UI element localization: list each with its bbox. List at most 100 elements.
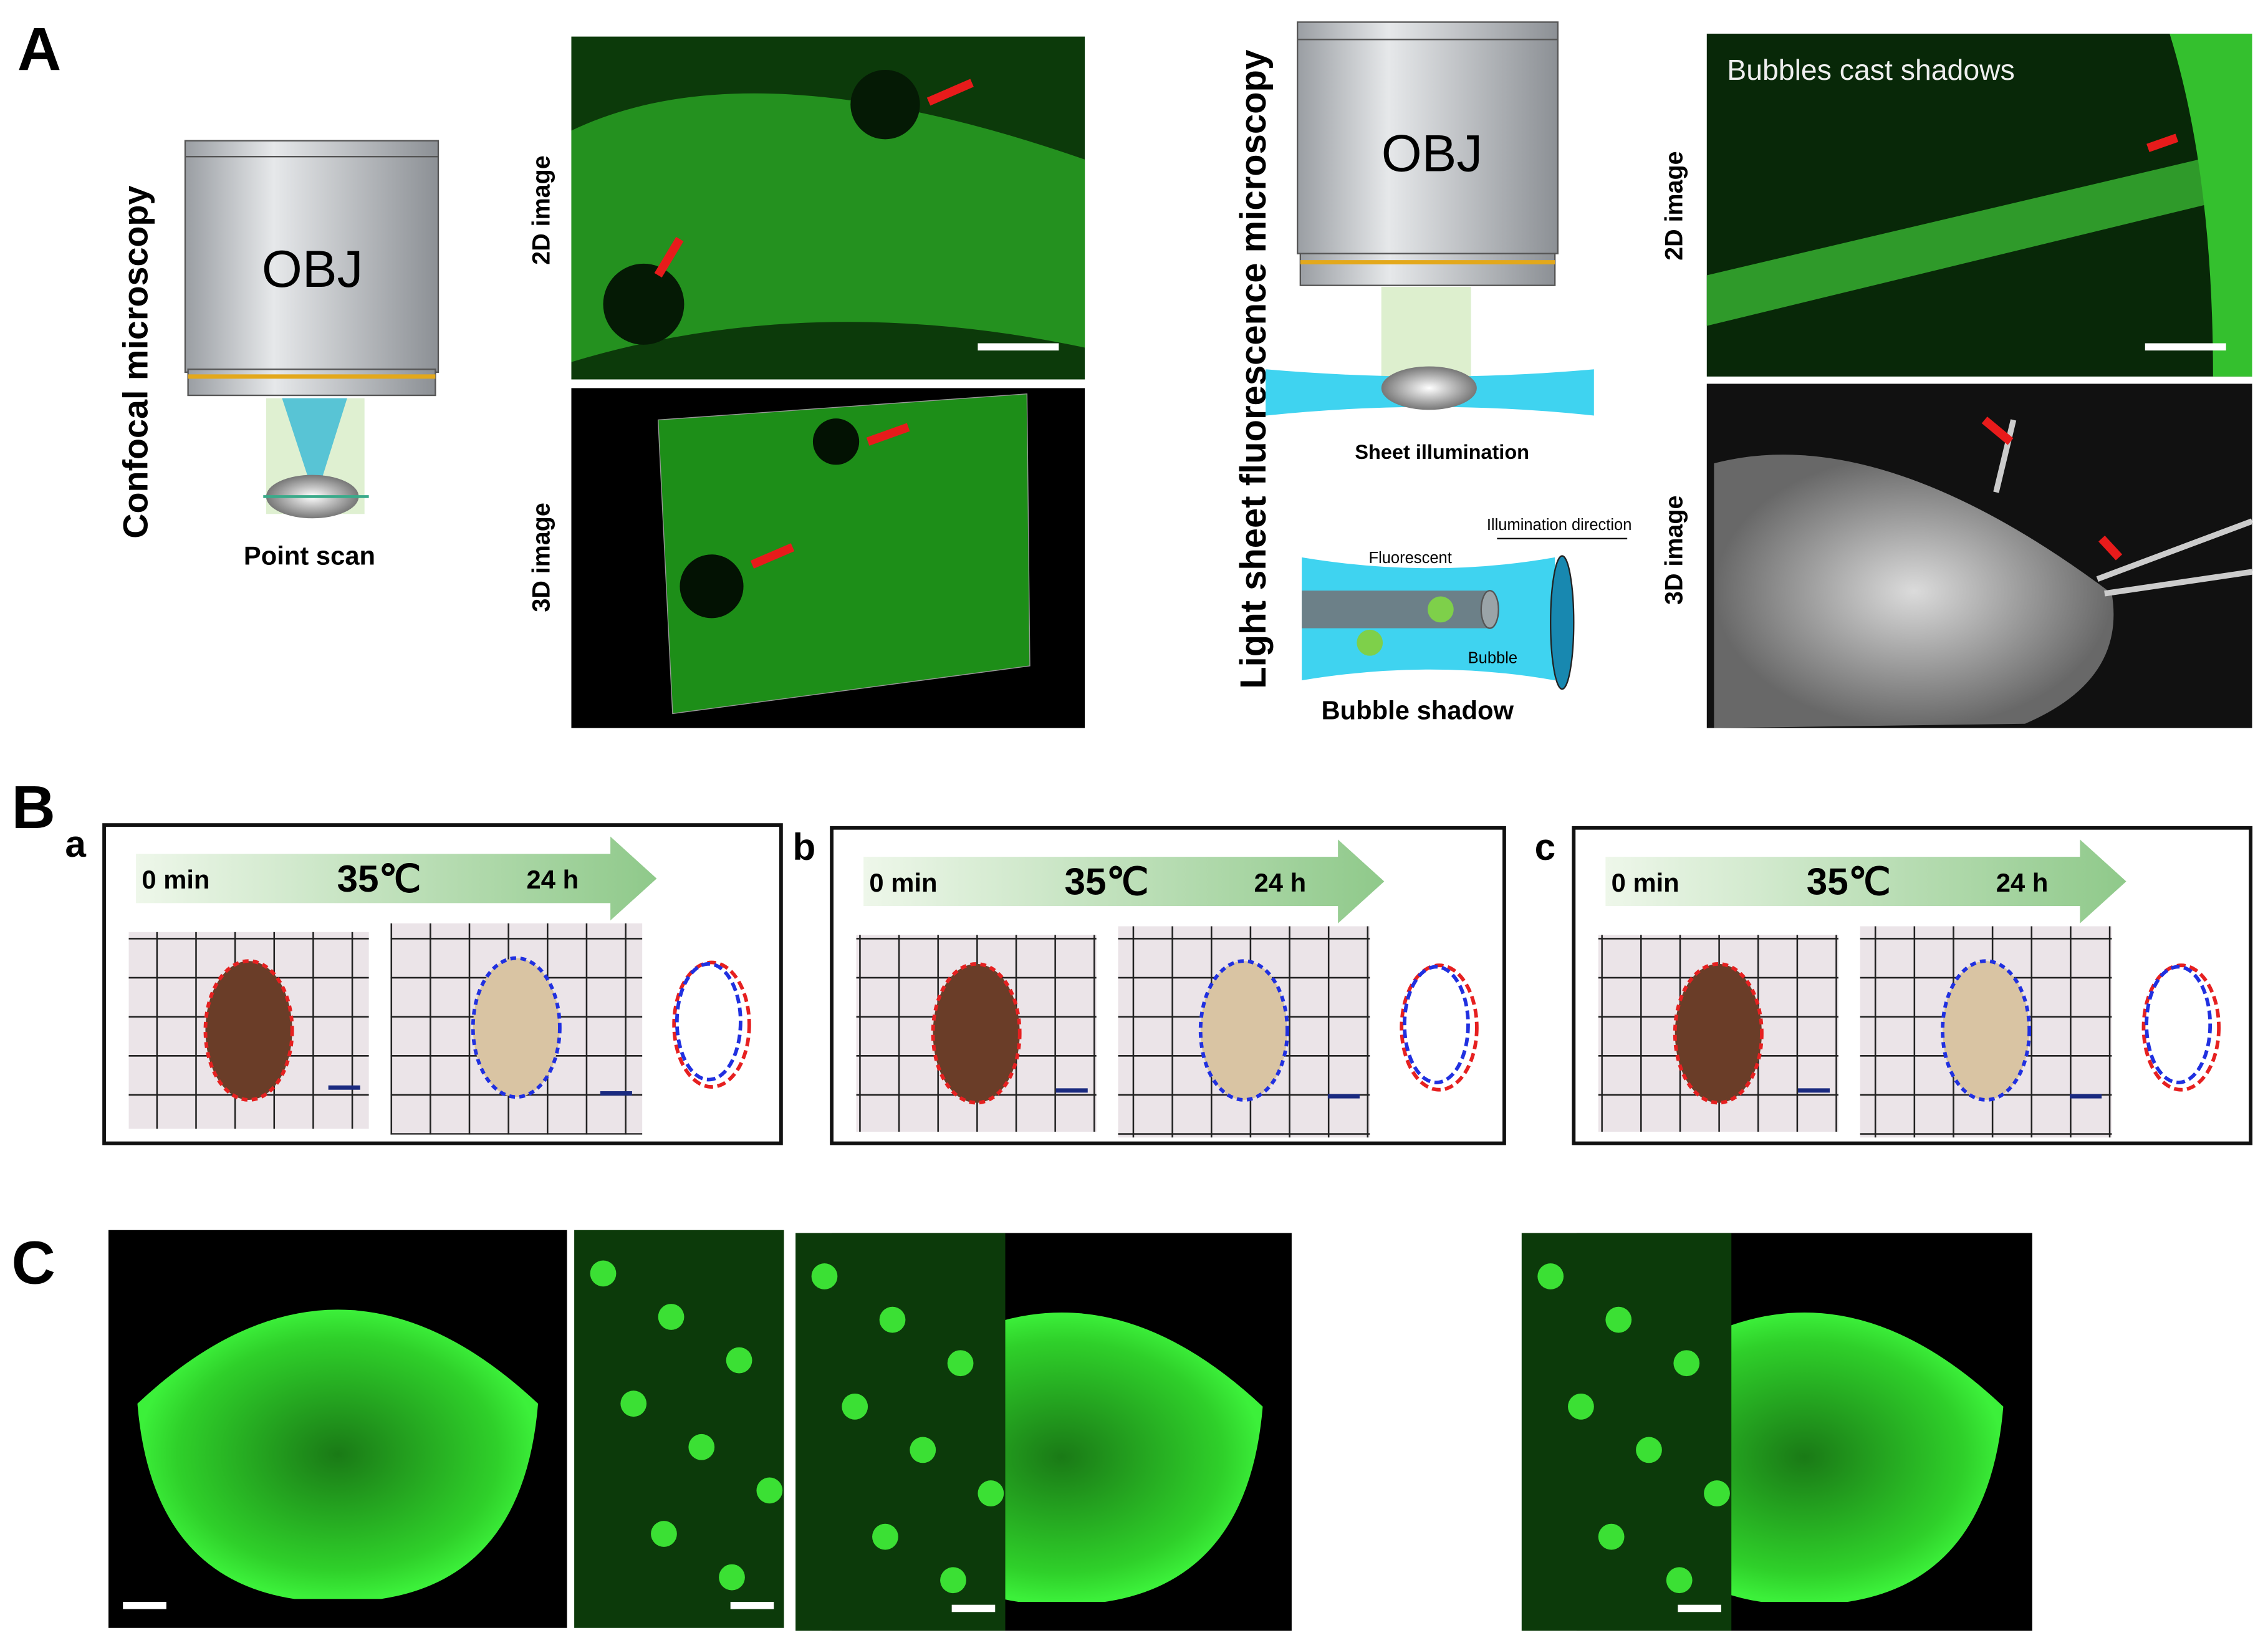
neuron xyxy=(756,1477,783,1504)
neuron xyxy=(726,1347,752,1374)
zoom-micrograph xyxy=(795,1233,1006,1631)
subpanel-frame xyxy=(1572,826,2253,1145)
annotation: Illumination direction xyxy=(1487,516,1632,534)
sample xyxy=(1381,366,1477,410)
time-end: 24 h xyxy=(1254,868,1307,897)
brain-cleared xyxy=(1941,959,2032,1102)
scale-bar xyxy=(1678,1604,1721,1612)
neuron xyxy=(811,1263,838,1289)
neuron xyxy=(1598,1523,1625,1550)
subpanel-frame xyxy=(830,826,1506,1145)
neuron xyxy=(658,1304,685,1330)
outline-fresh xyxy=(672,960,751,1089)
outline-cleared xyxy=(1402,965,1470,1085)
scale-bar xyxy=(951,1604,996,1612)
shadow xyxy=(1302,590,1490,629)
fluorescent-point xyxy=(1427,596,1454,623)
neuron xyxy=(651,1521,677,1547)
arrow xyxy=(1981,417,2123,561)
neuron xyxy=(1568,1393,1594,1420)
objective-body xyxy=(1297,21,1559,254)
neuron xyxy=(1636,1437,1662,1463)
objective-label: OBJ xyxy=(1381,123,1482,182)
subpanel-label: a xyxy=(65,822,86,865)
time-start: 0 min xyxy=(869,868,937,897)
brain-cleared xyxy=(471,956,562,1099)
objective-label: OBJ xyxy=(262,239,363,298)
panel-label: B xyxy=(12,773,55,841)
objective xyxy=(1297,21,1559,286)
brain-fresh xyxy=(931,961,1022,1105)
tissue xyxy=(571,93,1085,362)
subpanel-frame xyxy=(102,823,783,1145)
neuron xyxy=(947,1350,974,1377)
panel-label: C xyxy=(12,1229,55,1297)
panel-c xyxy=(108,1230,2032,1631)
outline-cleared xyxy=(2145,965,2213,1085)
objective xyxy=(184,140,440,397)
neuron xyxy=(978,1480,1004,1506)
scale-bar xyxy=(978,343,1059,351)
fluorescent-point xyxy=(1357,629,1383,656)
scale-bar xyxy=(1797,1088,1830,1093)
caption: Sheet illumination xyxy=(1355,441,1529,463)
neuron xyxy=(1704,1480,1730,1506)
annotation: Fluorescent xyxy=(1368,549,1451,567)
caption: Point scan xyxy=(244,541,375,570)
time-arrow xyxy=(136,836,657,921)
scale-bar xyxy=(730,1602,774,1609)
scale-bar xyxy=(2070,1094,2102,1099)
neuron xyxy=(1666,1567,1693,1594)
time-arrow xyxy=(1605,839,2126,923)
objective-tip xyxy=(187,369,436,397)
bubble xyxy=(850,70,920,140)
time-end: 24 h xyxy=(527,865,579,894)
lens xyxy=(1550,555,1575,690)
temperature: 35℃ xyxy=(337,857,421,900)
panel-label: A xyxy=(17,15,61,83)
volume xyxy=(657,393,1031,715)
caption: Bubble shadow xyxy=(1322,696,1514,725)
panel-b: a 0 min 35℃ 24 h b 0 min 35℃ 24 h c 0 min 35℃ 24 h xyxy=(65,822,2253,1145)
neuron xyxy=(940,1567,966,1594)
neuron xyxy=(910,1437,936,1463)
scale-bar xyxy=(1327,1094,1360,1099)
scan-beam xyxy=(282,398,347,500)
method-title: Light sheet fluorescence microscopy xyxy=(1233,50,1274,689)
objective-tip xyxy=(1299,253,1556,286)
brain-section xyxy=(137,1309,539,1599)
brain-cleared xyxy=(1198,959,1289,1102)
subpanel-label: c xyxy=(1535,826,1556,868)
neuron xyxy=(590,1260,617,1287)
neuron xyxy=(1673,1350,1700,1377)
image-label: 2D image xyxy=(1660,151,1688,260)
neuron xyxy=(688,1433,715,1460)
arrow xyxy=(2146,133,2179,152)
temperature: 35℃ xyxy=(1065,860,1149,902)
scale-bar xyxy=(1055,1088,1088,1093)
scale-bar xyxy=(123,1602,166,1609)
objective-body xyxy=(184,140,440,373)
neuron xyxy=(842,1393,868,1420)
arrow xyxy=(750,423,910,569)
image-label: 3D image xyxy=(528,503,555,612)
tissue xyxy=(2169,33,2252,377)
outline-cleared xyxy=(675,961,742,1082)
bubble xyxy=(1480,590,1499,629)
zoom-micrograph xyxy=(574,1230,784,1628)
subpanel-label: b xyxy=(792,826,815,868)
image-label: 2D image xyxy=(528,155,555,264)
bubble xyxy=(603,263,685,345)
zoom-micrograph xyxy=(1521,1233,1732,1631)
arrow xyxy=(654,79,974,278)
neuron xyxy=(879,1306,906,1333)
neuron xyxy=(1605,1306,1632,1333)
scale-bar xyxy=(600,1091,632,1096)
scale-bar xyxy=(328,1085,360,1090)
outline-fresh xyxy=(2141,963,2221,1092)
brain-fresh xyxy=(203,959,294,1102)
neuron xyxy=(1537,1263,1564,1289)
image-title: Bubbles cast shadows xyxy=(1727,54,2015,86)
